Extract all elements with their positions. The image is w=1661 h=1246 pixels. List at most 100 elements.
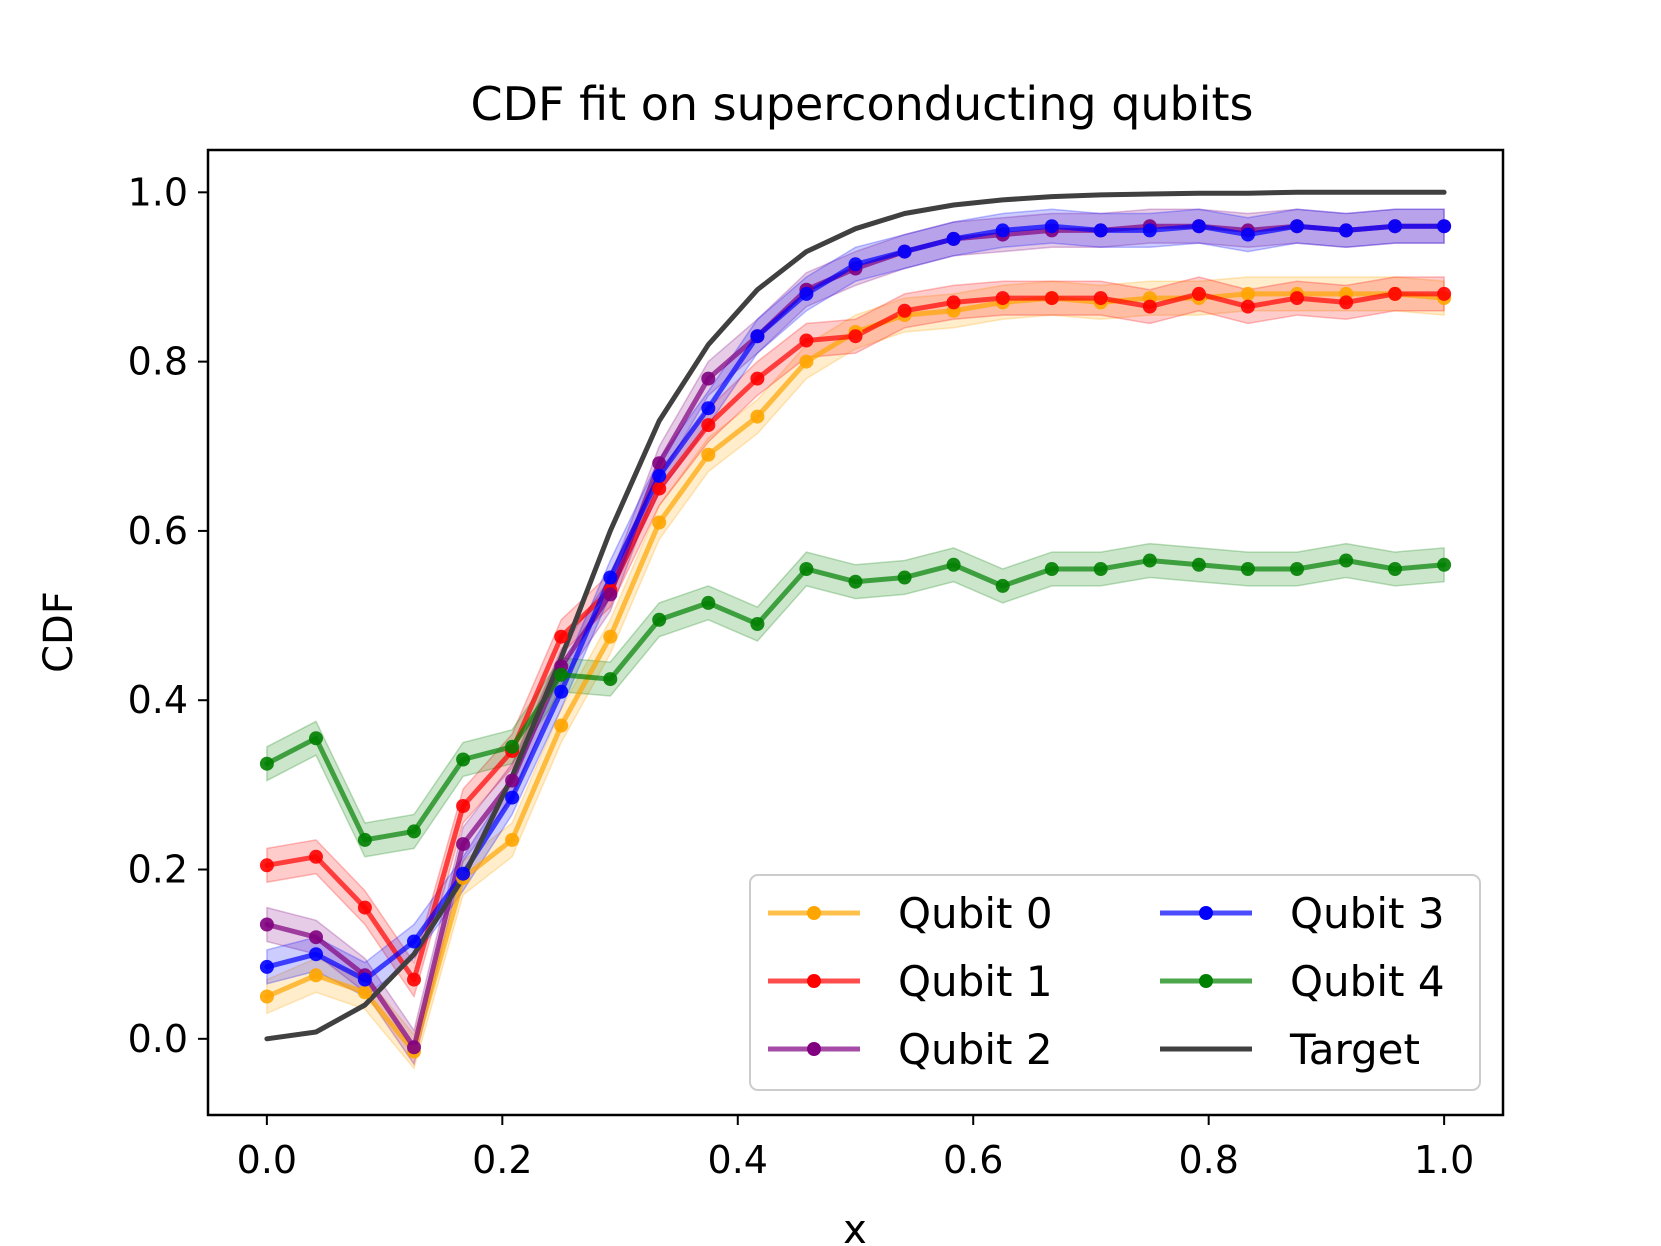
point-qubit-2-8 bbox=[652, 456, 667, 471]
x-tick-label-3: 0.6 bbox=[943, 1138, 1003, 1182]
point-qubit-3-23 bbox=[1388, 219, 1402, 234]
point-qubit-3-10 bbox=[750, 329, 765, 344]
y-axis-label: CDF bbox=[36, 591, 82, 673]
point-qubit-1-18 bbox=[1142, 299, 1157, 314]
point-qubit-3-20 bbox=[1240, 227, 1255, 242]
point-qubit-4-22 bbox=[1339, 553, 1354, 568]
point-qubit-4-12 bbox=[848, 574, 863, 589]
legend-label-qubit-3: Qubit 3 bbox=[1290, 889, 1445, 938]
x-tick-label-1: 0.2 bbox=[472, 1138, 532, 1182]
legend-label-qubit-0: Qubit 0 bbox=[898, 889, 1053, 938]
legend-label-qubit-4: Qubit 4 bbox=[1290, 957, 1445, 1006]
point-qubit-0-2 bbox=[357, 985, 372, 1000]
legend-marker-qubit-3 bbox=[1199, 906, 1213, 920]
point-qubit-4-6 bbox=[554, 667, 569, 682]
point-qubit-4-17 bbox=[1093, 562, 1108, 576]
y-tick-label-5: 1.0 bbox=[128, 170, 188, 214]
point-qubit-1-3 bbox=[407, 972, 421, 987]
point-qubit-1-21 bbox=[1290, 291, 1304, 306]
y-tick-label-2: 0.4 bbox=[128, 678, 188, 722]
point-qubit-3-18 bbox=[1142, 223, 1157, 238]
legend-label-qubit-1: Qubit 1 bbox=[898, 957, 1053, 1006]
legend-marker-qubit-0 bbox=[807, 906, 821, 920]
point-qubit-2-4 bbox=[456, 837, 471, 852]
point-qubit-4-16 bbox=[1044, 562, 1059, 576]
point-qubit-3-15 bbox=[995, 223, 1010, 238]
point-qubit-1-0 bbox=[259, 858, 274, 873]
point-qubit-3-16 bbox=[1044, 219, 1059, 234]
x-tick-label-5: 1.0 bbox=[1414, 1138, 1474, 1182]
point-qubit-4-19 bbox=[1191, 557, 1206, 572]
point-qubit-1-12 bbox=[848, 329, 863, 344]
y-tick-label-3: 0.6 bbox=[128, 509, 188, 553]
point-qubit-2-5 bbox=[505, 773, 520, 788]
point-qubit-2-7 bbox=[603, 587, 618, 602]
point-qubit-1-6 bbox=[554, 629, 569, 644]
point-qubit-1-16 bbox=[1044, 291, 1059, 306]
point-qubit-0-11 bbox=[799, 354, 814, 369]
point-qubit-1-22 bbox=[1339, 295, 1354, 310]
point-qubit-4-24 bbox=[1437, 557, 1452, 572]
point-qubit-0-5 bbox=[505, 832, 520, 847]
point-qubit-3-14 bbox=[946, 231, 961, 246]
legend-label-target: Target bbox=[1289, 1025, 1420, 1074]
point-qubit-1-4 bbox=[456, 799, 471, 813]
point-qubit-0-20 bbox=[1240, 286, 1255, 301]
y-tick-label-0: 0.0 bbox=[128, 1017, 188, 1061]
point-qubit-1-20 bbox=[1240, 299, 1255, 314]
point-qubit-4-7 bbox=[603, 672, 618, 687]
point-qubit-1-14 bbox=[946, 295, 961, 310]
point-qubit-0-0 bbox=[259, 989, 274, 1004]
point-qubit-2-3 bbox=[407, 1040, 421, 1055]
point-qubit-2-9 bbox=[701, 371, 716, 386]
band-qubit-4 bbox=[266, 542, 1445, 858]
point-qubit-4-5 bbox=[505, 739, 520, 754]
point-qubit-4-0 bbox=[259, 756, 274, 771]
band-qubit-0 bbox=[266, 276, 1445, 1070]
x-tick-label-0: 0.0 bbox=[237, 1138, 297, 1182]
point-qubit-1-2 bbox=[357, 900, 372, 915]
legend-marker-qubit-2 bbox=[807, 1042, 821, 1056]
point-qubit-3-11 bbox=[799, 286, 814, 301]
series-markers bbox=[259, 219, 1452, 1059]
point-qubit-3-13 bbox=[897, 244, 912, 259]
point-qubit-0-8 bbox=[652, 515, 667, 530]
point-qubit-4-10 bbox=[750, 617, 765, 631]
point-qubit-1-24 bbox=[1437, 286, 1452, 301]
point-qubit-3-2 bbox=[357, 972, 372, 987]
point-qubit-1-13 bbox=[897, 303, 912, 318]
point-qubit-3-8 bbox=[652, 468, 667, 483]
point-qubit-4-20 bbox=[1240, 562, 1255, 576]
x-axis-label: x bbox=[843, 1207, 867, 1246]
point-qubit-1-1 bbox=[309, 849, 323, 864]
point-qubit-4-8 bbox=[652, 612, 667, 627]
point-qubit-0-10 bbox=[750, 409, 765, 424]
point-qubit-2-0 bbox=[259, 917, 274, 932]
legend-label-qubit-2: Qubit 2 bbox=[898, 1025, 1053, 1074]
point-qubit-0-7 bbox=[603, 629, 618, 644]
y-tick-label-4: 0.8 bbox=[128, 340, 188, 384]
x-tick-label-4: 0.8 bbox=[1178, 1138, 1238, 1182]
point-qubit-1-19 bbox=[1191, 286, 1206, 301]
point-qubit-4-1 bbox=[309, 731, 323, 746]
point-qubit-2-1 bbox=[309, 930, 323, 945]
point-qubit-3-6 bbox=[554, 684, 569, 699]
point-qubit-1-15 bbox=[995, 291, 1010, 306]
point-qubit-4-3 bbox=[407, 824, 421, 839]
x-tick-label-2: 0.4 bbox=[708, 1138, 768, 1182]
point-qubit-3-17 bbox=[1093, 223, 1108, 238]
point-qubit-4-23 bbox=[1388, 562, 1402, 576]
y-tick-label-1: 0.2 bbox=[128, 848, 188, 892]
point-qubit-3-7 bbox=[603, 570, 618, 585]
point-qubit-4-18 bbox=[1142, 553, 1157, 568]
point-qubit-3-9 bbox=[701, 401, 716, 416]
point-qubit-1-8 bbox=[652, 481, 667, 496]
point-qubit-4-21 bbox=[1290, 562, 1304, 576]
legend-marker-qubit-1 bbox=[807, 974, 821, 988]
point-qubit-3-19 bbox=[1191, 219, 1206, 234]
point-qubit-4-11 bbox=[799, 562, 814, 576]
chart-title: CDF fit on superconducting qubits bbox=[470, 77, 1253, 131]
point-qubit-3-12 bbox=[848, 257, 863, 272]
point-qubit-3-24 bbox=[1437, 219, 1452, 234]
